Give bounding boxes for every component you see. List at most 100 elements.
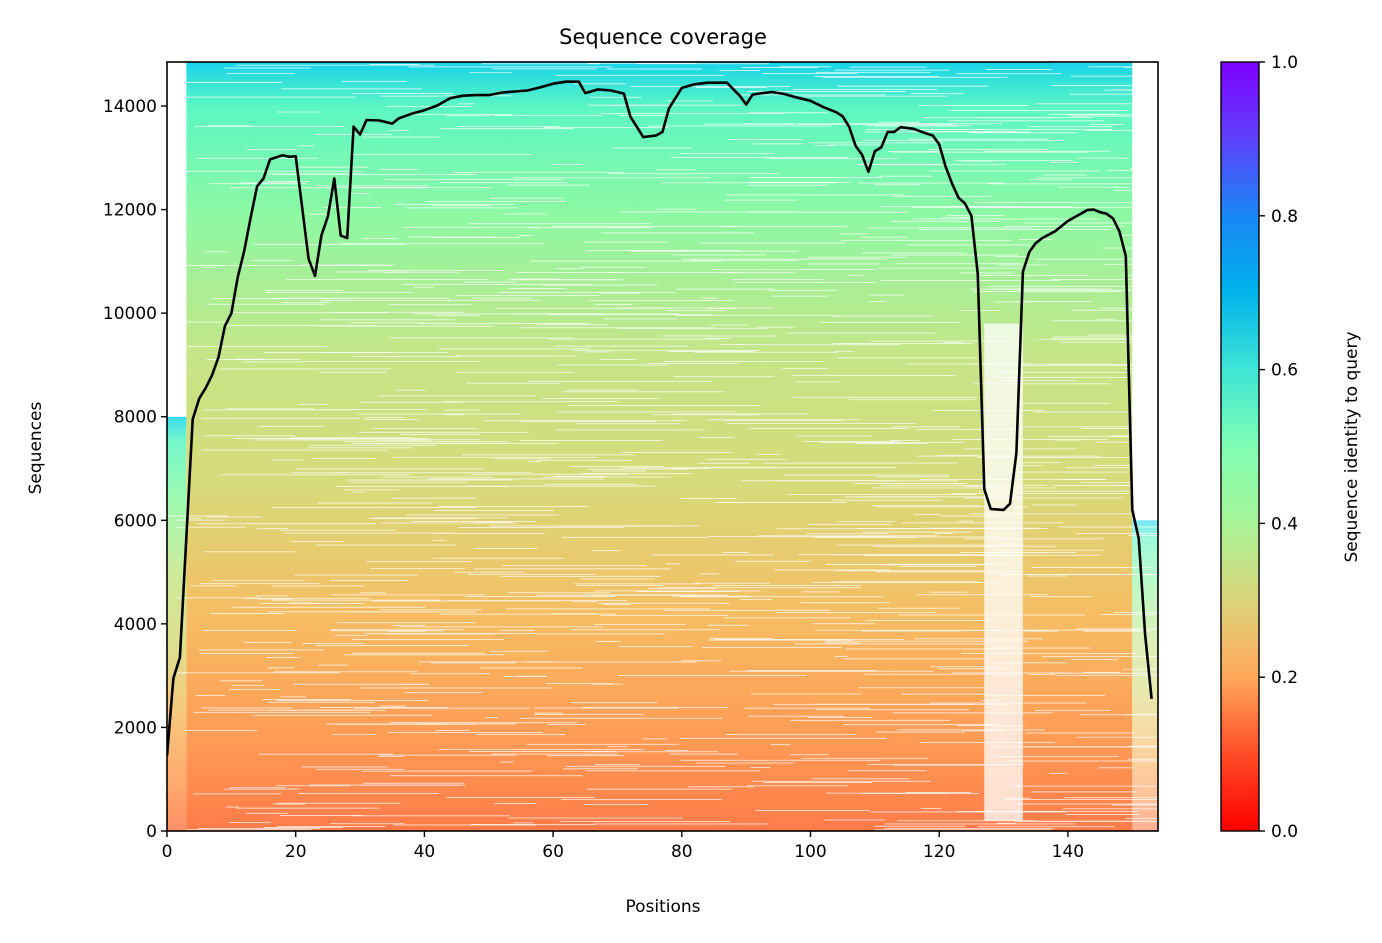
y-tick-label: 4000	[114, 615, 157, 635]
gap-streak	[651, 554, 774, 556]
gap-streak	[581, 706, 729, 708]
gap-streak	[412, 439, 482, 441]
gap-streak	[992, 402, 1110, 404]
gap-streak	[877, 267, 1022, 269]
gap-streak	[556, 525, 699, 527]
gap-streak	[916, 594, 1048, 596]
gap-streak	[728, 139, 803, 140]
gap-streak	[1128, 745, 1158, 747]
gap-streak	[1051, 85, 1158, 87]
gap-streak	[556, 268, 584, 270]
gap-streak	[242, 361, 303, 363]
gap-streak	[719, 272, 795, 274]
gap-streak	[196, 157, 319, 159]
gap-streak	[867, 764, 1025, 765]
gap-streak	[172, 81, 283, 83]
gap-streak	[868, 301, 887, 302]
y-tick-label: 0	[146, 822, 157, 842]
gap-streak	[862, 252, 967, 254]
gap-streak	[914, 638, 1043, 640]
y-tick-label: 2000	[114, 718, 157, 738]
gap-streak	[1004, 799, 1158, 800]
gap-streak	[930, 666, 1000, 668]
gap-streak	[176, 672, 340, 674]
gap-streak	[707, 624, 750, 626]
gap-streak	[648, 587, 716, 589]
gap-streak	[995, 256, 1027, 258]
gap-streak	[343, 654, 505, 656]
gap-streak	[246, 149, 297, 150]
gap-streak	[581, 473, 691, 474]
gap-streak	[621, 467, 779, 469]
gap-streak	[747, 91, 907, 92]
gap-streak	[442, 401, 618, 403]
gap-streak	[997, 376, 1129, 378]
gap-streak	[863, 131, 1031, 133]
gap-streak	[858, 687, 985, 689]
gap-streak	[848, 770, 927, 772]
gap-streak	[503, 213, 547, 215]
gap-streak	[824, 819, 885, 821]
gap-streak	[474, 521, 513, 523]
gap-streak	[865, 443, 927, 444]
gap-streak	[335, 486, 508, 487]
gap-streak	[498, 291, 676, 293]
gap-streak	[1035, 709, 1111, 711]
gap-streak	[891, 426, 962, 428]
gap-streak	[603, 318, 677, 320]
gap-streak	[973, 383, 1111, 385]
gap-streak	[1049, 363, 1136, 365]
gap-streak	[367, 269, 504, 271]
gap-left-top	[167, 62, 187, 417]
gap-streak	[547, 314, 711, 316]
gap-streak	[854, 483, 967, 484]
gap-streak	[770, 744, 791, 746]
gap-streak	[723, 419, 843, 421]
gap-streak	[444, 414, 466, 416]
gap-streak	[405, 514, 559, 516]
gap-streak	[594, 764, 641, 766]
gap-streak	[739, 599, 772, 600]
gap-streak	[870, 340, 1009, 342]
heatmap-left-edge	[167, 416, 187, 831]
gap-streak	[201, 266, 218, 268]
gap-streak	[896, 820, 1037, 822]
coverage-line	[167, 80, 1153, 757]
gap-streak	[1066, 114, 1158, 116]
gap-streak	[918, 105, 1029, 106]
gap-streak	[438, 748, 644, 750]
gap-streak	[241, 182, 301, 184]
gap-streak	[266, 657, 301, 658]
gap-streak	[875, 571, 1020, 573]
gap-streak	[870, 811, 1067, 813]
gap-streak	[680, 498, 737, 499]
gap-streak	[867, 227, 1033, 229]
gap-streak	[594, 590, 761, 592]
gap-streak	[920, 808, 942, 810]
gap-streak	[562, 391, 725, 393]
gap-streak	[837, 85, 989, 87]
gap-streak	[519, 717, 723, 719]
gap-streak	[636, 63, 769, 65]
gap-streak	[880, 564, 984, 566]
gap-streak	[194, 125, 344, 127]
gap-streak	[995, 549, 1104, 551]
gap-streak	[352, 815, 510, 817]
gap-streak	[1099, 307, 1158, 309]
gap-streak	[575, 423, 679, 425]
gap-streak	[1031, 791, 1137, 793]
gap-streak	[763, 782, 873, 783]
gap-streak	[836, 357, 978, 359]
gap-streak	[201, 449, 389, 451]
gap-streak	[725, 734, 856, 735]
gap-streak	[1001, 380, 1077, 382]
gap-streak	[681, 660, 722, 662]
gap-streak	[418, 323, 589, 324]
gap-streak	[1035, 103, 1158, 105]
gap-streak	[1023, 222, 1158, 224]
colorbar-tick-label: 0.6	[1271, 361, 1298, 381]
gap-streak	[534, 714, 644, 715]
gap-streak	[229, 187, 426, 189]
gap-streak	[1124, 368, 1158, 369]
gap-streak	[458, 103, 476, 105]
